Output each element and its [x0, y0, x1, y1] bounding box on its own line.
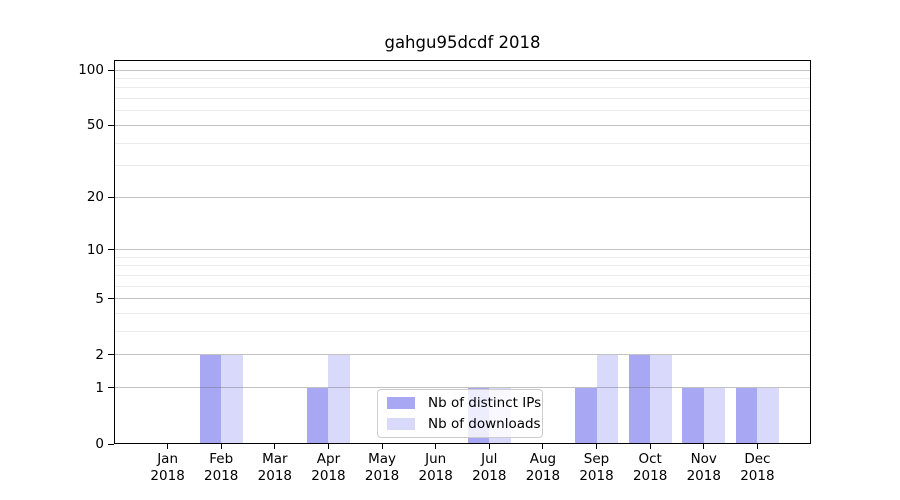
- gridline-minor: [114, 256, 811, 258]
- bar-downloads: [328, 354, 350, 444]
- gridline-minor: [114, 77, 811, 79]
- y-tick-label: 5: [95, 290, 104, 307]
- gridline-major: [114, 387, 811, 389]
- legend: Nb of distinct IPs Nb of downloads: [377, 389, 543, 438]
- x-tick-mark: [542, 444, 544, 449]
- x-tick-mark: [596, 444, 598, 449]
- bar-distinct-ips: [628, 354, 651, 444]
- legend-swatch-downloads: [387, 417, 415, 431]
- y-tick-label: 50: [86, 117, 104, 134]
- x-tick-mark: [703, 444, 705, 449]
- x-tick-label: Jun 2018: [418, 451, 453, 484]
- bar-distinct-ips: [199, 354, 222, 444]
- legend-label-downloads: Nb of downloads: [428, 416, 541, 432]
- x-tick-label: Feb 2018: [204, 451, 239, 484]
- y-tick-mark: [108, 298, 114, 300]
- y-tick-mark: [108, 69, 114, 71]
- bar-downloads: [757, 387, 779, 444]
- gridline-minor: [114, 98, 811, 100]
- bars-layer: [114, 60, 811, 444]
- gridline-minor: [114, 274, 811, 276]
- bar-distinct-ips: [575, 387, 597, 444]
- gridline-major: [114, 298, 811, 300]
- x-tick-mark: [649, 444, 651, 449]
- y-tick-mark: [108, 196, 114, 198]
- x-tick-mark: [220, 444, 222, 449]
- bar-downloads: [596, 354, 618, 444]
- y-tick-mark: [108, 124, 114, 126]
- x-tick-label: Aug 2018: [525, 451, 561, 484]
- gridline-minor: [114, 313, 811, 315]
- y-tick-mark: [108, 249, 114, 251]
- x-tick-label: Dec 2018: [740, 451, 775, 484]
- gridline-major: [114, 124, 811, 126]
- gridline-minor: [114, 110, 811, 112]
- y-tick-label: 2: [95, 346, 104, 363]
- bar-distinct-ips: [307, 387, 329, 444]
- y-tick-label: 10: [86, 241, 104, 258]
- x-tick-label: Jul 2018: [472, 451, 507, 484]
- x-tick-mark: [381, 444, 383, 449]
- y-tick-mark: [108, 387, 114, 389]
- x-tick-label: Jan 2018: [150, 451, 185, 484]
- x-tick-label: May 2018: [364, 451, 400, 484]
- legend-item-downloads: Nb of downloads: [387, 416, 541, 432]
- x-tick-label: Sep 2018: [579, 451, 614, 484]
- legend-item-distinct-ips: Nb of distinct IPs: [387, 395, 541, 411]
- x-tick-mark: [167, 444, 169, 449]
- x-tick-label: Mar 2018: [257, 451, 293, 484]
- y-tick-mark: [108, 443, 114, 445]
- grid-layer: [114, 60, 811, 444]
- bar-downloads: [703, 387, 726, 444]
- gridline-minor: [114, 285, 811, 287]
- gridline-minor: [114, 331, 811, 333]
- gridline-minor: [114, 142, 811, 144]
- x-tick-mark: [488, 444, 490, 449]
- gridline-minor: [114, 87, 811, 89]
- gridline-major: [114, 196, 811, 198]
- y-tick-mark: [108, 354, 114, 356]
- gridline-minor: [114, 165, 811, 167]
- x-tick-mark: [756, 444, 758, 449]
- y-tick-label: 20: [86, 189, 104, 206]
- chart-title: gahgu95dcdf 2018: [384, 33, 541, 52]
- bar-distinct-ips: [682, 387, 704, 444]
- x-tick-label: Oct 2018: [632, 451, 668, 484]
- y-tick-label: 1: [95, 379, 104, 396]
- x-tick-label: Apr 2018: [311, 451, 346, 484]
- x-tick-mark: [435, 444, 437, 449]
- gridline-major: [114, 249, 811, 251]
- bar-downloads: [221, 354, 243, 444]
- y-tick-label: 0: [95, 436, 104, 452]
- x-tick-mark: [274, 444, 276, 449]
- bar-distinct-ips: [735, 387, 758, 444]
- legend-label-distinct-ips: Nb of distinct IPs: [428, 395, 542, 411]
- gridline-minor: [114, 265, 811, 267]
- plot-area: Nb of distinct IPs Nb of downloads: [114, 60, 811, 444]
- legend-swatch-distinct-ips: [387, 396, 415, 410]
- x-tick-mark: [327, 444, 329, 449]
- x-tick-label: Nov 2018: [686, 451, 721, 484]
- gridline-major: [114, 354, 811, 356]
- bar-downloads: [650, 354, 672, 444]
- y-tick-label: 100: [78, 62, 104, 78]
- gridline-major: [114, 69, 811, 71]
